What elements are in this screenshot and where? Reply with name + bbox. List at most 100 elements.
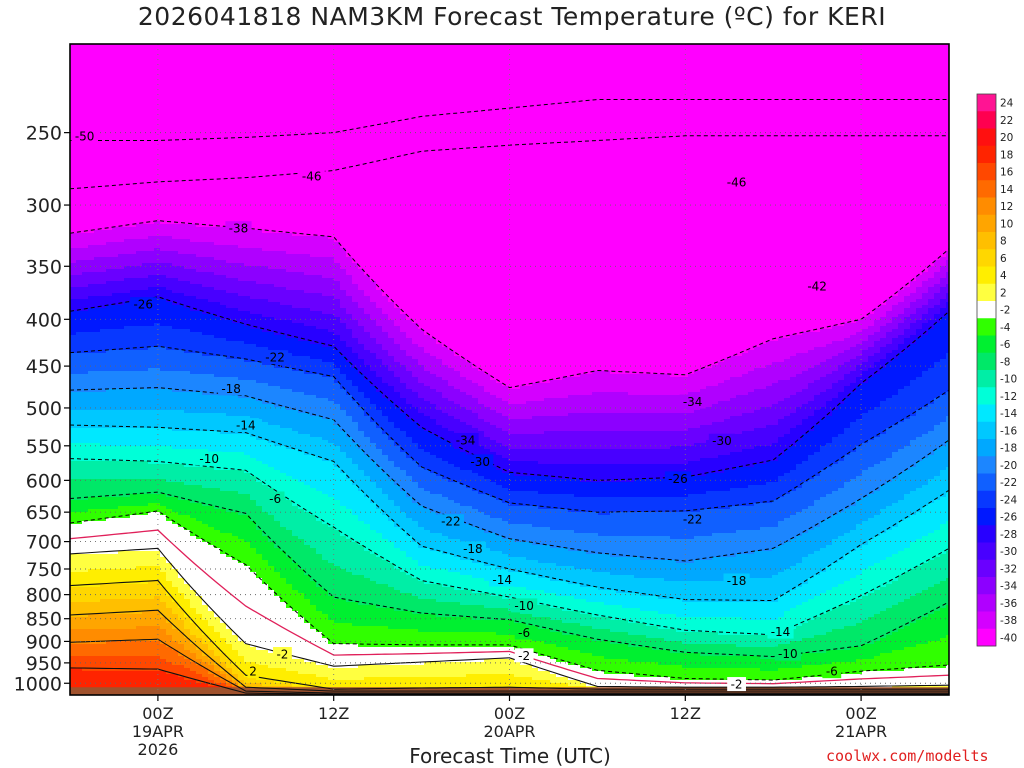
fill-cell (466, 506, 473, 525)
fill-cell (208, 227, 215, 243)
fill-cell (838, 326, 845, 342)
fill-cell (82, 332, 89, 354)
fill-cell (148, 428, 155, 447)
fill-cell (910, 44, 917, 282)
fill-cell (364, 437, 371, 456)
fill-cell (922, 335, 929, 372)
fill-cell (418, 329, 425, 348)
fill-cell (922, 407, 929, 435)
fill-cell (532, 668, 539, 681)
fill-cell (910, 314, 917, 324)
fill-cell (856, 575, 863, 600)
fill-cell (874, 374, 881, 408)
fill-cell (916, 275, 923, 288)
fill-cell (118, 254, 125, 270)
fill-cell (334, 500, 341, 531)
fill-cell (118, 410, 125, 429)
fill-cell (130, 428, 137, 447)
fill-cell (424, 353, 431, 372)
fill-cell (508, 461, 515, 474)
fill-cell (946, 302, 949, 315)
fill-cell (928, 308, 935, 321)
credit-link[interactable]: coolwx.com/modelts (826, 747, 989, 765)
fill-cell (946, 416, 949, 441)
fill-cell (562, 398, 569, 417)
fill-cell (628, 623, 635, 636)
fill-cell (778, 419, 785, 438)
fill-cell (646, 464, 653, 480)
fill-cell (808, 554, 815, 579)
fill-cell (250, 248, 257, 267)
fill-cell (796, 440, 803, 465)
fill-cell (136, 671, 143, 695)
fill-cell (682, 44, 689, 378)
fill-cell (610, 644, 617, 660)
fill-cell (508, 584, 515, 600)
fill-cell (904, 308, 911, 318)
fill-cell (922, 458, 929, 486)
fill-cell (394, 326, 401, 345)
fill-cell (292, 371, 299, 393)
fill-cell (346, 539, 353, 573)
fill-cell (904, 338, 911, 351)
fill-cell (136, 551, 143, 567)
fill-cell (178, 656, 185, 666)
fill-cell (370, 422, 377, 444)
fill-cell (850, 392, 857, 423)
fill-cell (904, 419, 911, 447)
fill-cell (220, 671, 227, 675)
fill-cell (142, 239, 149, 252)
fill-cell (898, 629, 905, 651)
fill-cell (700, 425, 707, 444)
fill-cell (628, 557, 635, 576)
fill-cell (214, 617, 221, 633)
fill-cell (802, 509, 809, 534)
fill-cell (424, 677, 431, 690)
fill-cell (634, 608, 641, 624)
fill-cell (934, 557, 941, 585)
fill-cell (220, 470, 227, 492)
fill-cell (562, 449, 569, 465)
fill-cell (370, 503, 377, 531)
fill-cell (724, 380, 731, 402)
fill-cell (238, 323, 245, 342)
fill-cell (760, 635, 767, 648)
fill-cell (940, 581, 947, 609)
fill-cell (616, 482, 623, 498)
contour-label: -18 (221, 382, 241, 396)
fill-cell (268, 680, 275, 687)
fill-cell (124, 350, 131, 372)
fill-cell (682, 644, 689, 654)
fill-cell (142, 410, 149, 429)
fill-cell (364, 677, 371, 690)
fill-cell (598, 629, 605, 642)
fill-cell (586, 413, 593, 432)
fill-cell (838, 650, 845, 663)
fill-cell (676, 632, 683, 642)
fill-cell (430, 374, 437, 390)
fill-cell (220, 491, 227, 510)
fill-cell (646, 413, 653, 432)
fill-cell (856, 365, 863, 378)
fill-cell (568, 512, 575, 531)
fill-cell (610, 44, 617, 375)
fill-cell (100, 599, 107, 615)
fill-cell (634, 593, 641, 609)
fill-cell (862, 596, 869, 621)
fill-cell (568, 494, 575, 513)
fill-cell (448, 401, 455, 417)
fill-cell (262, 440, 269, 465)
fill-cell (652, 536, 659, 561)
fill-cell (934, 314, 941, 324)
fill-cell (520, 614, 527, 624)
fill-cell (418, 677, 425, 690)
fill-cell (226, 359, 233, 378)
fill-cell (274, 425, 281, 447)
fill-cell (586, 482, 593, 498)
fill-cell (82, 479, 89, 501)
fill-cell (268, 44, 275, 234)
fill-cell (124, 569, 131, 585)
fill-cell (550, 632, 557, 645)
fill-cell (160, 263, 167, 276)
fill-cell (772, 671, 779, 681)
